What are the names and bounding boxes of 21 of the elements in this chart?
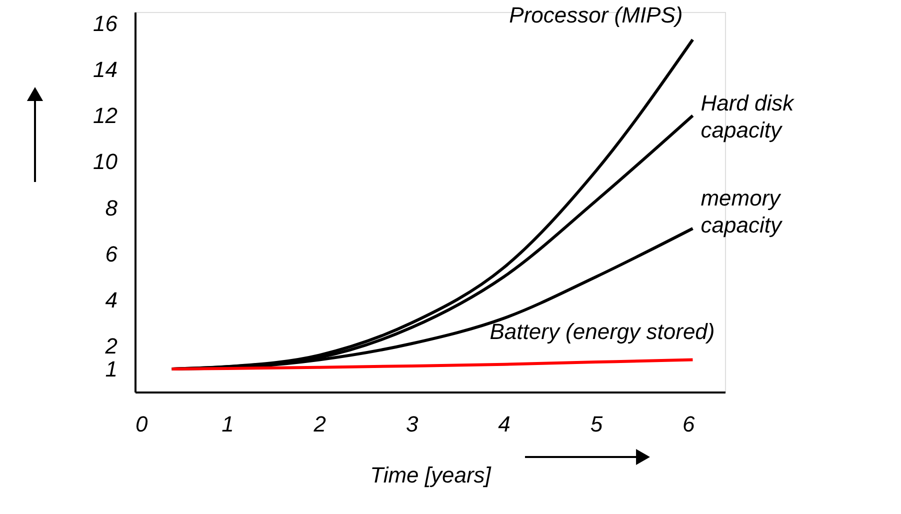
series-label: memory capacity xyxy=(700,185,784,238)
y-tick-label: 12 xyxy=(93,103,118,128)
x-tick-label: 4 xyxy=(498,412,510,436)
y-tick-label: 6 xyxy=(105,241,118,266)
series-label: Hard disk capacity xyxy=(700,90,795,143)
series-label: Battery (energy stored) xyxy=(490,318,715,344)
x-tick-label: 6 xyxy=(682,412,696,436)
series-label: Processor (MIPS) xyxy=(509,2,683,28)
y-tick-label: 14 xyxy=(93,57,118,82)
x-tick-label: 3 xyxy=(406,412,419,436)
y-tick-label: 10 xyxy=(93,149,118,174)
x-axis-title: Time [years] xyxy=(370,462,492,488)
x-tick-label: 5 xyxy=(590,412,604,436)
y-tick-label: 1 xyxy=(105,356,118,382)
y-tick-label: 2 xyxy=(104,333,118,358)
x-tick-label: 1 xyxy=(222,412,234,436)
y-tick-label: 16 xyxy=(93,11,118,36)
x-tick-label: 0 xyxy=(136,412,148,436)
y-tick-label: 8 xyxy=(105,195,118,220)
y-tick-label: 4 xyxy=(105,287,118,312)
x-tick-label: 2 xyxy=(312,412,326,436)
